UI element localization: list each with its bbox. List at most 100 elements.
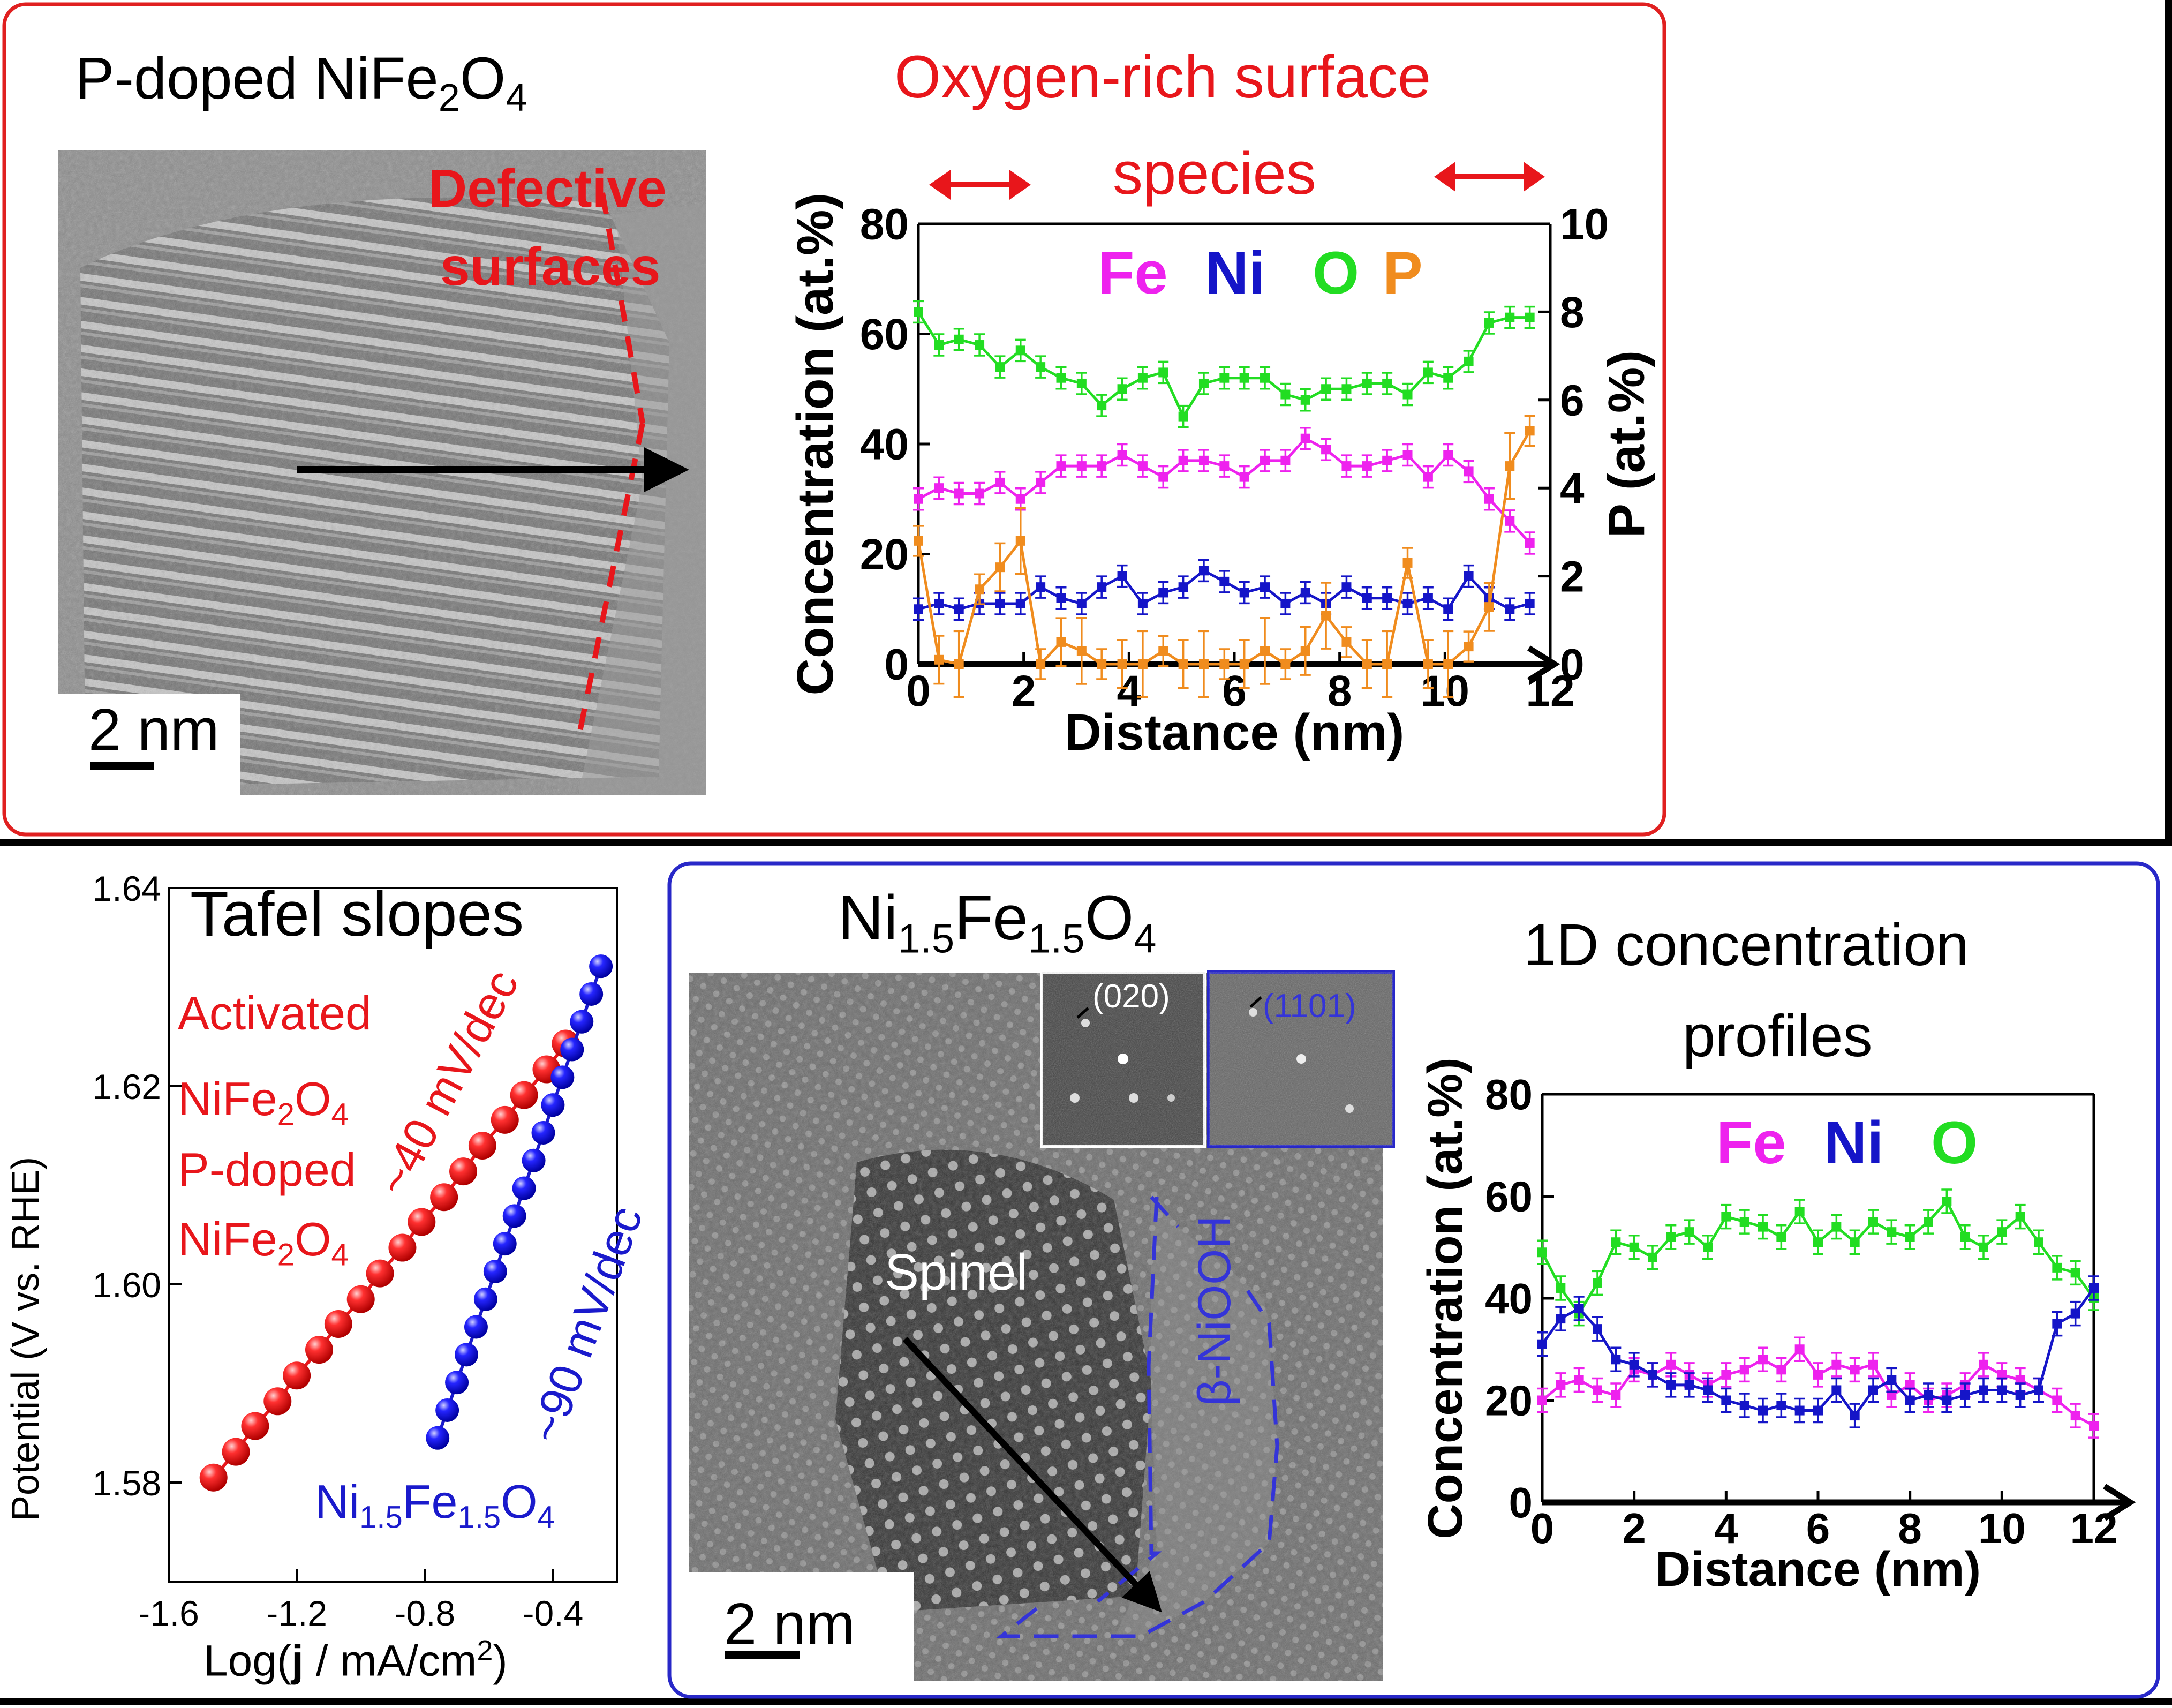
- point-fe: [1666, 1359, 1676, 1370]
- point-ni: [1831, 1385, 1842, 1395]
- top-panel-frame: [2, 2, 1666, 837]
- point-o: [1341, 384, 1352, 394]
- point-o: [1666, 1232, 1676, 1242]
- point-ni: [1776, 1401, 1786, 1411]
- x-tick-label: 4: [1117, 667, 1142, 716]
- series-line-o: [1541, 1199, 2095, 1316]
- point-o: [1556, 1283, 1566, 1293]
- point-fe: [1997, 1370, 2007, 1380]
- profile-title-2: profiles: [1683, 1003, 1873, 1069]
- point-fe: [1300, 433, 1310, 443]
- point-ni: [1868, 1385, 1878, 1395]
- point-ni: [1198, 566, 1209, 576]
- bottom-scale-bar-label: 2 nm: [724, 1591, 855, 1657]
- point-ni: [1556, 1314, 1566, 1324]
- point-o: [1260, 373, 1270, 383]
- point-o: [1850, 1237, 1860, 1247]
- point-p: [914, 536, 923, 546]
- point-p: [1137, 659, 1148, 669]
- y-tick-label: 80: [860, 200, 909, 249]
- point-fe: [1850, 1365, 1860, 1375]
- tafel-legend-pdoped: P-doped: [178, 1143, 356, 1196]
- point-o: [1097, 401, 1107, 411]
- tem-image-bottom: [689, 970, 1395, 1681]
- point-ni: [1423, 593, 1433, 603]
- point-fe: [1056, 461, 1066, 471]
- point-o: [2052, 1262, 2062, 1273]
- point-fe: [1158, 472, 1168, 482]
- point-fe: [1321, 445, 1331, 455]
- tafel-point-blue: [522, 1148, 546, 1172]
- point-p: [1443, 659, 1453, 669]
- tafel-point-red: [430, 1183, 458, 1212]
- point-fe: [1868, 1359, 1878, 1370]
- point-fe: [1813, 1370, 1823, 1380]
- tafel-point-red: [283, 1361, 311, 1390]
- point-ni: [1813, 1405, 1823, 1416]
- point-ni: [1924, 1390, 1933, 1400]
- tafel-point-blue: [550, 1065, 575, 1089]
- defect-label-1: Defective: [428, 159, 667, 219]
- point-p: [1280, 659, 1291, 669]
- tafel-x-tick-label: -0.4: [523, 1593, 584, 1633]
- point-fe: [1219, 461, 1230, 471]
- point-o: [1684, 1227, 1694, 1237]
- point-ni: [1158, 588, 1168, 598]
- point-p: [1076, 646, 1087, 656]
- point-ni: [2070, 1308, 2080, 1319]
- point-ni: [2034, 1385, 2043, 1395]
- point-fe: [975, 488, 985, 499]
- point-ni: [1219, 576, 1230, 586]
- point-o: [934, 340, 944, 350]
- x-tick-label: 8: [1328, 667, 1352, 716]
- point-o: [1015, 345, 1025, 356]
- point-fe: [914, 494, 923, 504]
- x-axis-arrowhead: [1527, 645, 1560, 683]
- point-ni: [1666, 1380, 1676, 1390]
- point-fe: [1574, 1375, 1584, 1385]
- point-ni: [995, 598, 1005, 608]
- point-o: [1178, 411, 1188, 422]
- point-ni: [1574, 1304, 1584, 1314]
- point-fe: [1178, 455, 1188, 465]
- point-o: [1813, 1237, 1823, 1247]
- point-fe: [1593, 1385, 1602, 1395]
- point-p: [1056, 637, 1066, 647]
- tafel-x-tick-label: -1.2: [266, 1593, 327, 1633]
- point-ni: [1850, 1411, 1860, 1421]
- point-o: [1505, 312, 1515, 322]
- y-tick-label: 20: [1485, 1377, 1533, 1425]
- y2-tick-label: 2: [1560, 552, 1585, 601]
- point-ni: [1362, 593, 1372, 603]
- point-ni: [1997, 1385, 2007, 1395]
- double-arrow-head: [1434, 162, 1455, 192]
- point-p: [1198, 659, 1209, 669]
- point-o: [1219, 373, 1230, 383]
- point-fe: [1423, 472, 1433, 482]
- tafel-point-red: [408, 1208, 436, 1236]
- point-o: [1443, 373, 1453, 383]
- point-ni: [1905, 1395, 1915, 1405]
- point-fe: [1776, 1365, 1786, 1375]
- point-ni: [1280, 598, 1291, 608]
- point-fe: [1402, 450, 1413, 460]
- point-o: [1703, 1242, 1713, 1252]
- point-o: [1611, 1237, 1621, 1247]
- tafel-ylabel: Potential (V vs. RHE): [4, 1156, 47, 1521]
- oxygen-annotation-1: Oxygen-rich surface: [894, 43, 1431, 110]
- point-fe: [1484, 494, 1494, 504]
- point-p: [1464, 642, 1474, 652]
- point-o: [1280, 389, 1291, 400]
- tafel-point-red: [388, 1233, 417, 1262]
- point-o: [1868, 1217, 1878, 1227]
- tafel-point-red: [468, 1132, 496, 1160]
- top-scale-bar-label: 2 nm: [88, 697, 220, 763]
- y-tick-label: 0: [884, 641, 909, 689]
- point-ni: [1979, 1385, 1988, 1395]
- x-tick-label: 2: [1012, 667, 1036, 716]
- tafel-x-tick-label: -0.8: [394, 1593, 455, 1633]
- point-p: [1219, 659, 1230, 669]
- tafel-point-red: [346, 1285, 375, 1313]
- tafel-point-red: [510, 1081, 538, 1109]
- point-o: [1960, 1232, 1970, 1242]
